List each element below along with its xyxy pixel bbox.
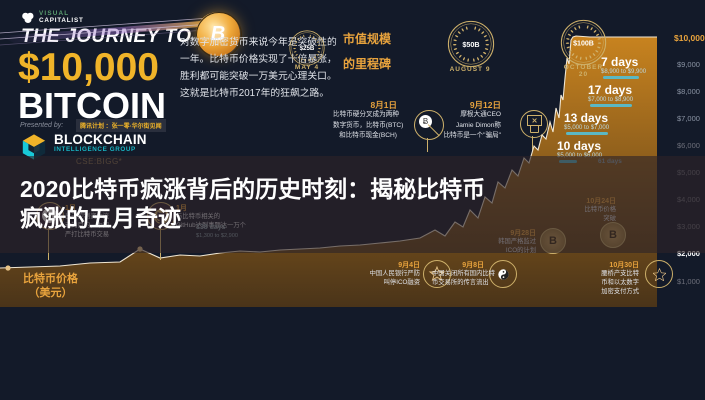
svg-text:$25B: $25B bbox=[300, 45, 315, 52]
svg-text:$50B: $50B bbox=[462, 40, 479, 49]
svg-text:$100B: $100B bbox=[573, 40, 594, 47]
